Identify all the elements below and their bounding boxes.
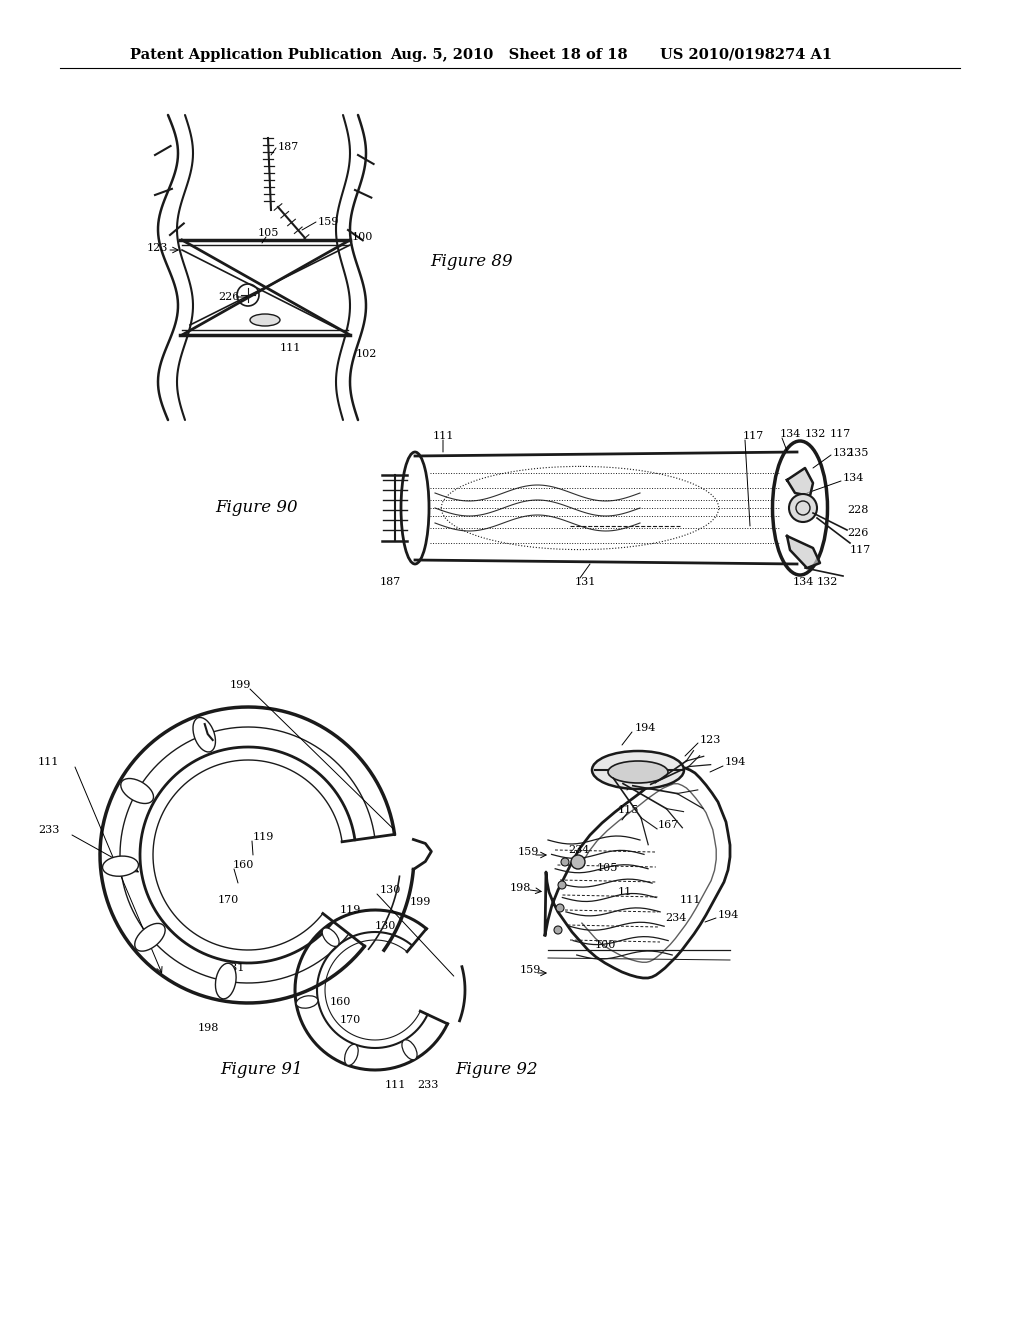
Text: Figure 90: Figure 90 (215, 499, 298, 516)
Text: 194: 194 (635, 723, 656, 733)
Ellipse shape (592, 751, 684, 789)
Ellipse shape (215, 964, 237, 999)
Text: 132: 132 (805, 429, 826, 440)
Text: 117: 117 (850, 545, 871, 554)
Text: 187: 187 (380, 577, 401, 587)
Text: 105: 105 (622, 777, 643, 787)
Text: Patent Application Publication: Patent Application Publication (130, 48, 382, 62)
Text: 167: 167 (658, 820, 679, 830)
Text: 130: 130 (375, 921, 396, 931)
Text: 123: 123 (700, 735, 721, 744)
Circle shape (790, 494, 817, 521)
Text: 226: 226 (218, 292, 240, 302)
Text: 11: 11 (618, 887, 632, 898)
Text: 111: 111 (432, 432, 454, 441)
Text: 132: 132 (817, 577, 839, 587)
Text: 195: 195 (622, 756, 643, 767)
Text: 115: 115 (618, 805, 639, 814)
Text: 130: 130 (380, 884, 401, 895)
Text: 117: 117 (743, 432, 764, 441)
Circle shape (571, 855, 585, 869)
Polygon shape (545, 768, 730, 978)
Text: 170: 170 (218, 895, 240, 906)
Ellipse shape (102, 857, 138, 876)
Ellipse shape (296, 995, 317, 1008)
Text: Figure 91: Figure 91 (220, 1061, 303, 1078)
Text: 134: 134 (793, 577, 814, 587)
Text: 231: 231 (223, 964, 245, 973)
Text: 111: 111 (280, 343, 301, 352)
Text: 199: 199 (410, 898, 431, 907)
Polygon shape (787, 469, 813, 496)
Text: 111: 111 (680, 895, 701, 906)
Text: 194: 194 (725, 756, 746, 767)
Text: 159: 159 (520, 965, 542, 975)
Text: Figure 92: Figure 92 (455, 1061, 538, 1078)
Text: 159: 159 (318, 216, 339, 227)
Text: 199: 199 (229, 680, 251, 690)
Circle shape (558, 880, 566, 888)
Text: 187: 187 (278, 143, 299, 152)
Text: 111: 111 (38, 756, 59, 767)
Text: 194: 194 (718, 909, 739, 920)
Text: 119: 119 (340, 906, 361, 915)
Ellipse shape (608, 762, 668, 783)
Circle shape (556, 904, 564, 912)
Text: 170: 170 (340, 1015, 361, 1026)
Text: 102: 102 (356, 348, 378, 359)
Ellipse shape (402, 1040, 417, 1060)
Ellipse shape (250, 314, 280, 326)
Text: 100: 100 (595, 940, 616, 950)
Text: 134: 134 (780, 429, 802, 440)
Text: 159: 159 (518, 847, 540, 857)
Text: 131: 131 (575, 577, 596, 587)
Text: 123: 123 (147, 243, 168, 253)
Text: 160: 160 (233, 861, 254, 870)
Text: Figure 89: Figure 89 (430, 253, 513, 271)
Circle shape (561, 858, 569, 866)
Text: 135: 135 (848, 447, 869, 458)
Text: Aug. 5, 2010   Sheet 18 of 18: Aug. 5, 2010 Sheet 18 of 18 (390, 48, 628, 62)
Text: 117: 117 (830, 429, 851, 440)
Ellipse shape (345, 1044, 358, 1065)
Text: US 2010/0198274 A1: US 2010/0198274 A1 (660, 48, 833, 62)
Text: 198: 198 (510, 883, 531, 894)
Ellipse shape (121, 779, 154, 804)
Polygon shape (787, 536, 820, 568)
Text: 160: 160 (330, 997, 351, 1007)
Text: 132: 132 (833, 447, 854, 458)
FancyBboxPatch shape (415, 455, 785, 560)
Text: 111: 111 (385, 1080, 407, 1090)
Ellipse shape (135, 924, 165, 952)
Text: 134: 134 (843, 473, 864, 483)
Text: 228: 228 (847, 506, 868, 515)
Text: 234: 234 (665, 913, 686, 923)
Text: 100: 100 (352, 232, 374, 242)
Text: 234: 234 (568, 845, 590, 855)
Text: 226: 226 (847, 528, 868, 539)
Ellipse shape (772, 441, 827, 576)
Ellipse shape (323, 928, 339, 946)
Text: 119: 119 (253, 832, 274, 842)
Text: 198: 198 (198, 1023, 219, 1034)
Ellipse shape (401, 451, 429, 564)
Circle shape (554, 927, 562, 935)
Text: 233: 233 (417, 1080, 438, 1090)
Text: 105: 105 (597, 863, 618, 873)
Text: 233: 233 (38, 825, 59, 836)
Text: 105: 105 (258, 228, 280, 238)
Ellipse shape (193, 718, 215, 752)
